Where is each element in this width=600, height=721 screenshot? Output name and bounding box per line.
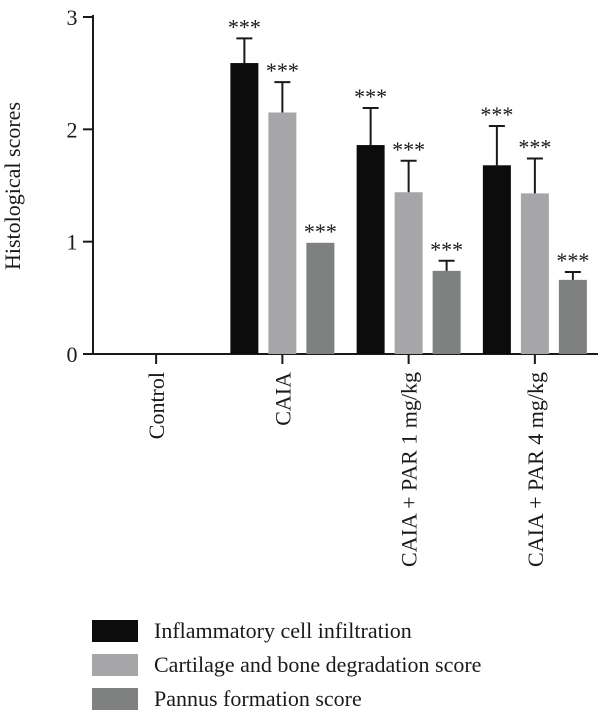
y-tick-label: 3 xyxy=(67,5,78,30)
bar xyxy=(520,193,549,354)
legend-item: Inflammatory cell infiltration xyxy=(92,614,592,648)
significance-label: *** xyxy=(430,237,463,262)
bar xyxy=(394,192,423,354)
significance-label: *** xyxy=(518,135,551,160)
bars xyxy=(230,63,587,354)
legend-swatch xyxy=(92,654,138,676)
significance-label: *** xyxy=(228,14,261,39)
y-axis-label: Histological scores xyxy=(0,102,25,270)
legend-item: Cartilage and bone degradation score xyxy=(92,648,592,682)
y-tick-label: 2 xyxy=(67,117,78,142)
y-tick-label: 1 xyxy=(67,230,78,255)
legend: Inflammatory cell infiltration Cartilage … xyxy=(92,614,592,716)
bar xyxy=(356,145,385,354)
bar xyxy=(230,63,259,354)
y-tick-label: 0 xyxy=(67,342,78,367)
bar xyxy=(306,242,335,354)
x-tick-label: CAIA xyxy=(270,372,295,426)
x-tick-label: CAIA + PAR 1 mg/kg xyxy=(397,372,422,567)
legend-label: Cartilage and bone degradation score xyxy=(154,652,482,677)
significance-label: *** xyxy=(354,84,387,109)
bar xyxy=(482,165,511,354)
bar xyxy=(558,279,587,354)
legend-label: Pannus formation score xyxy=(154,686,362,711)
significance-labels: *************************** xyxy=(228,14,590,273)
legend-swatch xyxy=(92,620,138,642)
significance-label: *** xyxy=(480,102,513,127)
significance-label: *** xyxy=(392,137,425,162)
significance-label: *** xyxy=(304,219,337,244)
significance-label: *** xyxy=(556,248,589,273)
x-tick-labels: Control CAIA CAIA + PAR 1 mg/kg CAIA + PAR … xyxy=(144,372,548,567)
axes: 0 1 2 3 xyxy=(67,5,598,367)
x-tick-label: Control xyxy=(144,372,169,439)
x-tick-label: CAIA + PAR 4 mg/kg xyxy=(523,372,548,567)
bar xyxy=(432,270,461,354)
legend-swatch xyxy=(92,688,138,710)
error-bars xyxy=(236,37,581,280)
significance-label: *** xyxy=(266,58,299,83)
bar xyxy=(268,112,297,354)
legend-item: Pannus formation score xyxy=(92,682,592,716)
legend-label: Inflammatory cell infiltration xyxy=(154,618,412,643)
